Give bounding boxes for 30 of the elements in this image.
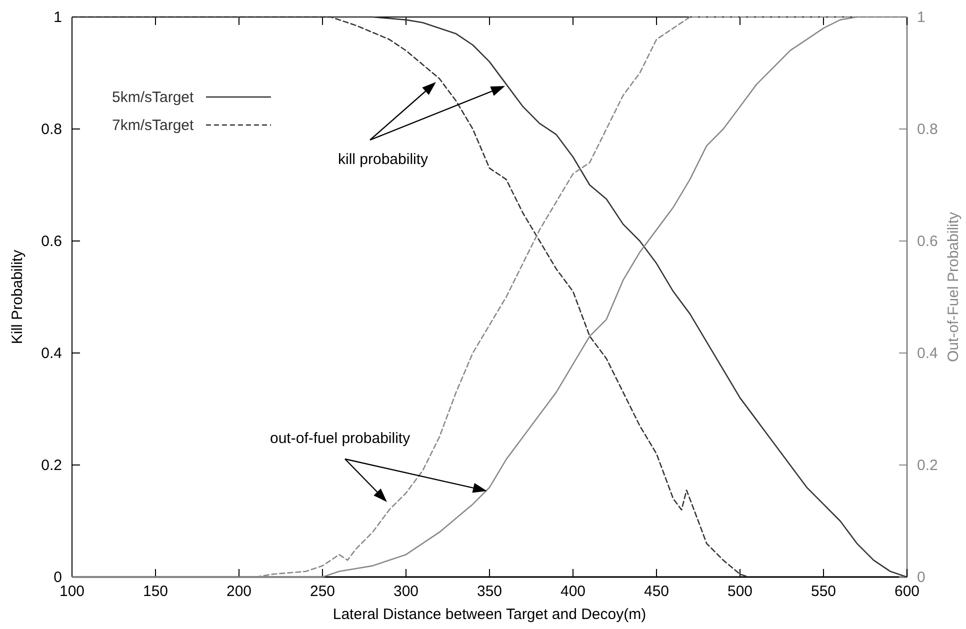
- x-tick-label: 400: [560, 583, 586, 600]
- legend-label: 5km/sTarget: [112, 89, 195, 106]
- y-tick-label: 0.6: [41, 233, 62, 250]
- y2-axis-title: Out-of-Fuel Probability: [945, 211, 962, 362]
- x-tick-label: 350: [476, 583, 502, 600]
- y-tick-label: 0.8: [41, 121, 62, 138]
- x-tick-label: 550: [810, 583, 836, 600]
- y-tick-label: 0.4: [41, 345, 62, 362]
- y-tick-label: 0.2: [41, 457, 62, 474]
- x-tick-label: 450: [644, 583, 670, 600]
- y-tick-label: 1: [54, 9, 62, 26]
- y-axis-title: Kill Probability: [9, 249, 26, 344]
- x-tick-label: 500: [727, 583, 753, 600]
- legend-label: 7km/sTarget: [112, 117, 195, 134]
- x-tick-label: 600: [894, 583, 920, 600]
- x-tick-label: 250: [310, 583, 336, 600]
- x-tick-label: 200: [226, 583, 252, 600]
- y2-tick-label: 1: [917, 9, 926, 26]
- y2-tick-label: 0.2: [917, 457, 938, 474]
- y2-tick-label: 0: [917, 569, 926, 586]
- y2-tick-label: 0.8: [917, 121, 938, 138]
- x-tick-label: 150: [142, 583, 168, 600]
- y2-tick-label: 0.4: [917, 345, 938, 362]
- annotation: out-of-fuel probability: [270, 430, 411, 447]
- y2-tick-label: 0.6: [917, 233, 938, 250]
- x-axis-title: Lateral Distance between Target and Decoy(m): [332, 606, 646, 623]
- x-tick-label: 100: [59, 583, 85, 600]
- y-tick-label: 0: [54, 569, 62, 586]
- annotation: kill probability: [338, 151, 429, 168]
- x-tick-label: 300: [393, 583, 419, 600]
